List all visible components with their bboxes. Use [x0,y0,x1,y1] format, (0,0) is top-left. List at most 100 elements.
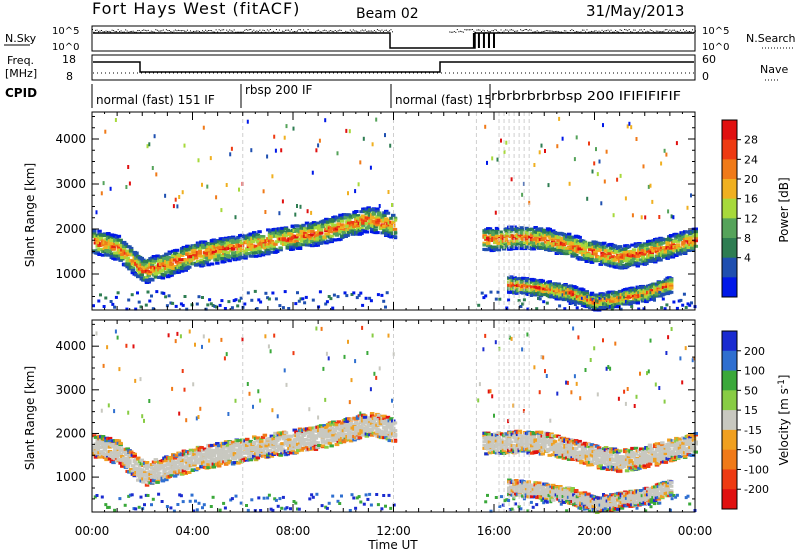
range-cell [284,290,287,293]
nsearch-dot [253,30,254,31]
nsearch-dot [383,31,384,32]
nsearch-dot [353,29,354,30]
range-cell [312,299,315,302]
nsearch-dot [656,31,657,32]
range-cell [548,183,550,187]
nsearch-dot [621,30,622,31]
nsearch-dot [363,30,364,31]
range-cell [345,234,350,237]
nsearch-dot [476,30,477,31]
nsearch-dot [493,30,494,31]
range-cell [286,124,288,128]
range-cell [266,155,268,159]
nsearch-dot [612,32,613,33]
nsearch-dot [273,31,274,32]
range-cell [148,300,151,303]
nsearch-dot [342,32,343,33]
nsearch-dot [472,29,473,30]
nsearch-dot [285,30,286,31]
nsearch-dot [127,31,128,32]
nsearch-dot [289,31,290,32]
nsearch-dot [556,31,557,32]
range-cell [641,294,644,297]
power-colorbar-tick-label: 20 [744,173,758,186]
range-cell [636,302,641,305]
nsearch-dot [188,32,189,33]
nave-tick-high: 60 [702,53,716,66]
nsearch-dot [651,30,652,31]
nsearch-dot [160,31,161,32]
range-cell [215,262,220,265]
nsearch-dot [326,30,327,31]
range-cell [275,297,278,300]
range-cell [694,234,699,237]
nsearch-dot [629,29,630,30]
nave-label: Nave [760,63,788,76]
range-cell [298,247,303,250]
range-cell [194,343,196,347]
range-cell [143,503,146,506]
nsearch-dot [498,31,499,32]
range-cell [162,292,165,295]
range-cell [600,201,602,205]
nsearch-dot [166,29,167,30]
nsearch-dot [268,30,269,31]
range-cell [497,291,500,294]
nsearch-dot [549,30,550,31]
range-cell [665,153,667,157]
nsky-trace [93,33,694,48]
range-cell [278,211,280,215]
range-cell [115,118,117,122]
power-colorbar-tick-label: 28 [744,134,758,147]
nsearch-dot [296,31,297,32]
nsearch-dot [606,30,607,31]
nsearch-dot [482,30,483,31]
nsearch-dot [312,32,313,33]
range-cell [198,502,201,505]
range-cell [254,290,257,293]
range-cell [672,301,675,304]
range-cell [201,183,203,187]
range-cell [187,266,192,269]
nsearch-dot [330,30,331,31]
range-cell [665,303,668,306]
nsearch-dot [175,29,176,30]
range-cell [150,503,153,506]
nsearch-dot [121,30,122,31]
range-cell [226,183,228,187]
nsearch-dot [195,31,196,32]
nsearch-dot [176,30,177,31]
nsearch-dot [155,29,156,30]
nsearch-dot [110,31,111,32]
range-cell [284,136,286,140]
range-cell [365,231,370,234]
range-cell [671,214,673,218]
y-tick-label: 2000 [55,222,86,236]
range-cell [273,243,278,246]
nsearch-label: N.Search [746,32,796,45]
range-cell [296,291,299,294]
nsearch-dot [238,32,239,33]
range-cell [101,409,103,413]
nsky-tick-low-right: 10^0 [702,42,729,53]
range-cell [539,150,541,154]
nsearch-dot [689,31,690,32]
range-cell [125,185,127,189]
nsearch-dot [583,30,584,31]
nsearch-dot [600,32,601,33]
range-cell [219,304,222,307]
range-cell [588,142,590,146]
range-cell [632,248,637,251]
nsearch-dot [467,29,468,30]
range-cell [104,130,106,134]
nsearch-dot [318,30,319,31]
range-cell [365,297,368,300]
range-cell [227,300,230,303]
nsearch-dot [540,32,541,33]
range-cell [275,149,277,153]
power-colorbar-tick-label: 4 [744,252,751,265]
nsky-label: N.Sky [5,32,37,45]
nsearch-dot [213,31,214,32]
nsearch-dot [599,31,600,32]
